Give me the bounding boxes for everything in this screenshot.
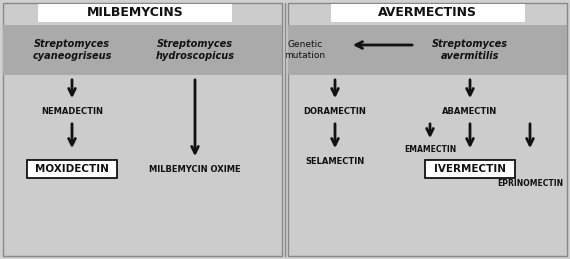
FancyBboxPatch shape [3, 3, 282, 256]
FancyBboxPatch shape [27, 160, 117, 178]
FancyBboxPatch shape [288, 25, 567, 75]
FancyBboxPatch shape [425, 160, 515, 178]
Text: ABAMECTIN: ABAMECTIN [442, 106, 498, 116]
Text: NEMADECTIN: NEMADECTIN [41, 106, 103, 116]
Text: MILBEMYCIN OXIME: MILBEMYCIN OXIME [149, 164, 241, 174]
Text: MILBEMYCINS: MILBEMYCINS [87, 6, 184, 19]
FancyBboxPatch shape [288, 3, 567, 256]
Text: IVERMECTIN: IVERMECTIN [434, 164, 506, 174]
FancyBboxPatch shape [38, 4, 232, 22]
Text: SELAMECTIN: SELAMECTIN [306, 156, 365, 166]
FancyBboxPatch shape [3, 25, 282, 75]
Text: EPRINOMECTIN: EPRINOMECTIN [497, 179, 563, 189]
Text: DORAMECTIN: DORAMECTIN [304, 106, 367, 116]
Text: Streptomyces
cyaneogriseus: Streptomyces cyaneogriseus [32, 39, 112, 61]
FancyBboxPatch shape [331, 4, 524, 22]
Text: Genetic
mutation: Genetic mutation [284, 40, 325, 60]
Text: EMAMECTIN: EMAMECTIN [404, 145, 456, 154]
Text: Streptomyces
hydroscopicus: Streptomyces hydroscopicus [156, 39, 234, 61]
Text: Streptomyces
avermitilis: Streptomyces avermitilis [432, 39, 508, 61]
Text: AVERMECTINS: AVERMECTINS [378, 6, 477, 19]
Text: MOXIDECTIN: MOXIDECTIN [35, 164, 109, 174]
